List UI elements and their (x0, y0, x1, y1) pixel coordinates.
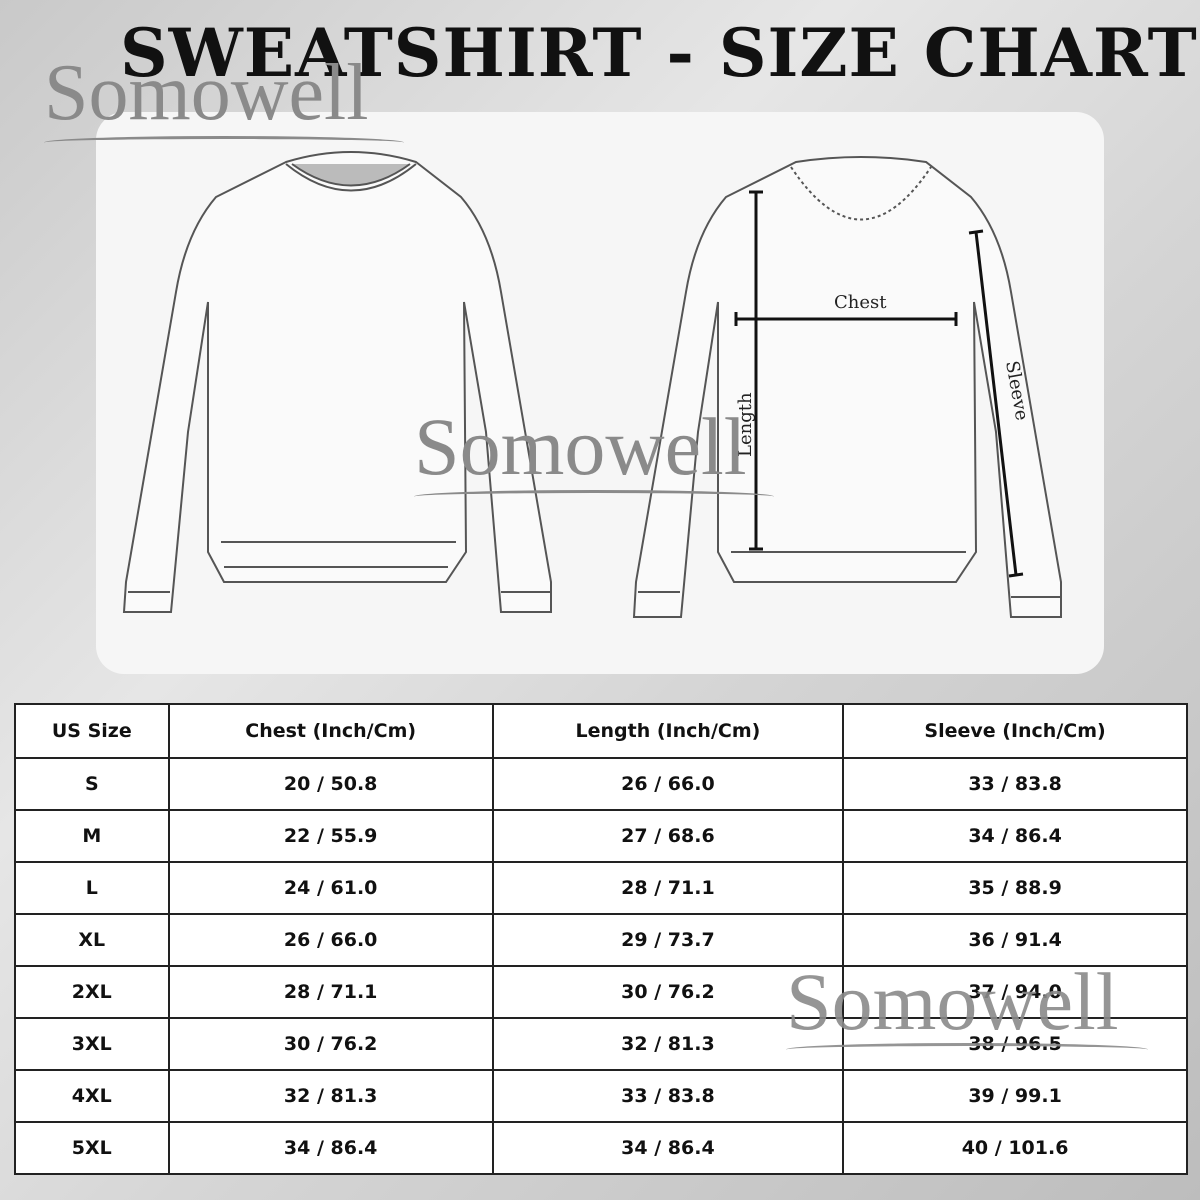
table-cell: 27 / 68.6 (491, 809, 845, 863)
table-row: L 24 / 61.0 28 / 71.1 35 / 88.9 (14, 861, 1188, 915)
table-cell: S (14, 757, 170, 811)
table-cell: 20 / 50.8 (167, 757, 494, 811)
table-cell: 34 / 86.4 (167, 1121, 494, 1175)
table-header-row: US Size Chest (Inch/Cm) Length (Inch/Cm)… (14, 703, 1188, 759)
table-cell: 37 / 94.0 (842, 965, 1188, 1019)
table-cell: 5XL (14, 1121, 170, 1175)
back-sweatshirt-illustration (632, 156, 1062, 618)
table-cell: 30 / 76.2 (167, 1017, 494, 1071)
table-cell: 33 / 83.8 (842, 757, 1188, 811)
table-cell: 26 / 66.0 (491, 757, 845, 811)
brand-text: Somowell (44, 49, 369, 137)
table-cell: 24 / 61.0 (167, 861, 494, 915)
table-row: 4XL 32 / 81.3 33 / 83.8 39 / 99.1 (14, 1069, 1188, 1123)
column-header: US Size (14, 703, 170, 759)
table-row: 5XL 34 / 86.4 34 / 86.4 40 / 101.6 (14, 1121, 1188, 1175)
table-cell: 34 / 86.4 (842, 809, 1188, 863)
brand-watermark-logo: Somowell (786, 955, 1148, 1049)
table-cell: 32 / 81.3 (167, 1069, 494, 1123)
table-row: M 22 / 55.9 27 / 68.6 34 / 86.4 (14, 809, 1188, 863)
table-row: S 20 / 50.8 26 / 66.0 33 / 83.8 (14, 757, 1188, 811)
table-row: 3XL 30 / 76.2 32 / 81.3 38 / 96.5 (14, 1017, 1188, 1071)
brand-watermark-logo: Somowell (414, 400, 774, 494)
table-cell: 22 / 55.9 (167, 809, 494, 863)
front-sweatshirt-illustration (122, 151, 552, 613)
table-cell: 35 / 88.9 (842, 861, 1188, 915)
table-cell: 32 / 81.3 (491, 1017, 845, 1071)
table-cell: 3XL (14, 1017, 170, 1071)
table-cell: 26 / 66.0 (167, 913, 494, 967)
table-cell: 29 / 73.7 (491, 913, 845, 967)
column-header: Chest (Inch/Cm) (167, 703, 494, 759)
length-label: Length (735, 392, 756, 457)
brand-text: Somowell (786, 956, 1119, 1047)
table-cell: M (14, 809, 170, 863)
table-cell: 39 / 99.1 (842, 1069, 1188, 1123)
table-cell: L (14, 861, 170, 915)
table-cell: 36 / 91.4 (842, 913, 1188, 967)
table-cell: 2XL (14, 965, 170, 1019)
sweatshirt-diagram: Chest Length Sleeve (96, 112, 1104, 674)
column-header: Length (Inch/Cm) (491, 703, 845, 759)
table-cell: 30 / 76.2 (491, 965, 845, 1019)
column-header: Sleeve (Inch/Cm) (842, 703, 1188, 759)
brand-watermark-logo: Somowell (44, 48, 404, 139)
table-row: XL 26 / 66.0 29 / 73.7 36 / 91.4 (14, 913, 1188, 967)
page-title: SWEATSHIRT - SIZE CHART (120, 14, 1198, 92)
table-row: 2XL 28 / 71.1 30 / 76.2 37 / 94.0 (14, 965, 1188, 1019)
table-cell: 28 / 71.1 (167, 965, 494, 1019)
table-cell: 33 / 83.8 (491, 1069, 845, 1123)
chest-label: Chest (834, 292, 887, 313)
table-cell: 28 / 71.1 (491, 861, 845, 915)
brand-text: Somowell (414, 401, 747, 492)
table-cell: 40 / 101.6 (842, 1121, 1188, 1175)
table-cell: 34 / 86.4 (491, 1121, 845, 1175)
table-cell: XL (14, 913, 170, 967)
size-chart-table: US Size Chest (Inch/Cm) Length (Inch/Cm)… (14, 703, 1188, 1175)
table-cell: 4XL (14, 1069, 170, 1123)
